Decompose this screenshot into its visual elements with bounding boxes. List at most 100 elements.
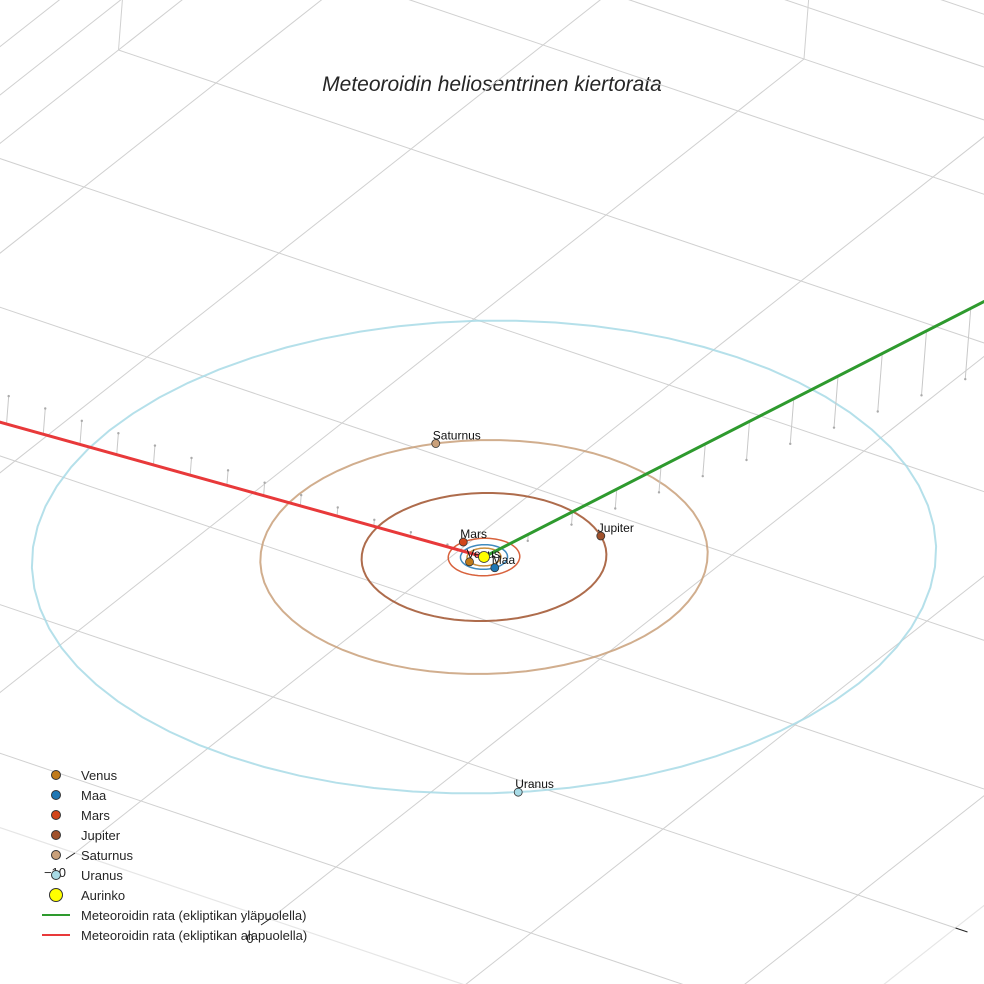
planet-maa-marker: [490, 563, 500, 573]
planet-mars-marker: [458, 537, 468, 547]
planet-uranus-label: Uranus: [515, 777, 554, 791]
floor-gridline: [744, 795, 984, 984]
planet-venus-marker: [465, 557, 474, 567]
legend-item-uranus[interactable]: Uranus: [38, 865, 307, 885]
drop-point: [153, 444, 157, 447]
orbit-uranus: [30, 319, 938, 795]
wall-gridline: [341, 0, 984, 47]
drop-line: [833, 376, 839, 428]
planet-jupiter-label: Jupiter: [598, 521, 634, 535]
drop-line: [702, 443, 706, 477]
floor-gridline: [0, 752, 684, 984]
planet-jupiter-marker: [596, 531, 606, 541]
drop-line: [79, 420, 83, 445]
drop-point: [336, 506, 339, 509]
drop-point: [964, 377, 967, 381]
drop-point: [299, 493, 303, 497]
drop-line: [614, 489, 618, 509]
drop-point: [80, 419, 84, 423]
drop-line: [658, 466, 662, 493]
wall-gridline: [337, 0, 984, 99]
drop-point: [7, 394, 10, 398]
drop-point: [789, 442, 792, 446]
drop-line: [152, 445, 156, 465]
legend-item-jupiter[interactable]: Jupiter: [38, 825, 307, 845]
drop-line: [299, 495, 302, 506]
drop-point: [526, 539, 529, 543]
planet-saturnus-marker: [431, 439, 441, 448]
planet-uranus-marker: [513, 787, 523, 797]
drop-point: [226, 469, 230, 472]
wall-gridline: [0, 0, 345, 262]
x-axis-tick: [65, 852, 76, 860]
legend-item-mars[interactable]: Mars: [38, 805, 307, 825]
drop-point: [876, 410, 879, 413]
trajectory-below-ecliptic: [0, 420, 486, 559]
x-axis-label: 0: [246, 931, 253, 946]
chart-title: Meteoroidin heliosentrinen kiertorata: [322, 73, 662, 96]
drop-point: [745, 458, 748, 462]
drop-line: [263, 482, 266, 496]
planet-mars-label: Mars: [460, 527, 487, 541]
legend-label: Maa: [81, 787, 107, 803]
wall-gridline: [0, 0, 17, 154]
box-edge: [0, 0, 347, 236]
planet-marker-icon: [38, 850, 74, 860]
floor-gridline: [118, 49, 984, 344]
legend-item-maa[interactable]: Maa: [38, 785, 307, 805]
planet-marker-icon: [38, 870, 74, 880]
floor-gridline: [74, 136, 984, 854]
planet-marker-icon: [38, 770, 74, 780]
legend-item-venus[interactable]: Venus: [38, 765, 307, 785]
legend-item-saturnus[interactable]: Saturnus: [38, 845, 307, 865]
floor-gridline: [408, 0, 984, 195]
drop-line: [189, 457, 192, 476]
planet-saturnus-label: Saturnus: [433, 429, 481, 443]
legend-item-meteoroidin-8[interactable]: Meteoroidin rata (ekliptikan alapuolella…: [38, 925, 307, 945]
orbit-mars: [447, 537, 521, 577]
drop-point: [190, 456, 193, 460]
drop-line: [6, 396, 10, 425]
legend-item-aurinko[interactable]: Aurinko: [38, 885, 307, 905]
drop-point: [44, 407, 47, 410]
sun-marker-icon: [38, 888, 74, 902]
floor-gridline: [0, 0, 601, 474]
legend-label: Saturnus: [81, 847, 134, 863]
legend-label: Jupiter: [81, 827, 121, 843]
floor-gridline: [0, 455, 984, 790]
drop-point: [117, 432, 120, 435]
wall-gridline: [329, 0, 984, 202]
box-edge: [883, 904, 984, 984]
orbit-saturnus: [259, 439, 709, 675]
drop-point: [373, 518, 376, 522]
legend: Venus Maa Mars Jupiter Saturnus Uranus Aurinko…: [38, 765, 307, 945]
floor-gridline: [269, 355, 984, 920]
drop-line: [42, 408, 46, 435]
wall-gridline: [118, 0, 123, 51]
legend-item-meteoroidin-7[interactable]: Meteoroidin rata (ekliptikan yläpuolella…: [38, 905, 307, 925]
floor-gridline: [0, 306, 984, 641]
floor-gridline: [0, 0, 323, 254]
wall-gridline: [0, 0, 329, 468]
sun-marker: [478, 551, 490, 563]
wall-gridline: [333, 0, 984, 150]
wall-gridline: [0, 0, 333, 416]
trajectory-lines: [0, 299, 984, 559]
legend-label: Meteoroidin rata (ekliptikan alapuolella…: [81, 927, 308, 943]
wall-gridline: [0, 0, 122, 96]
drop-point: [832, 426, 836, 429]
wall-gridline: [0, 0, 61, 48]
wall-gridline: [628, 0, 984, 121]
y-axis-tick: [955, 927, 968, 933]
legend-label: Aurinko: [81, 887, 126, 903]
legend-label: Mars: [81, 807, 110, 823]
drop-point: [409, 531, 413, 534]
trajectory-drop-lines: [6, 308, 972, 547]
floor-gridline: [0, 158, 984, 493]
drop-point: [920, 394, 923, 397]
drop-point: [570, 523, 573, 526]
floor-gridline: [0, 604, 956, 929]
drop-line: [789, 398, 795, 444]
